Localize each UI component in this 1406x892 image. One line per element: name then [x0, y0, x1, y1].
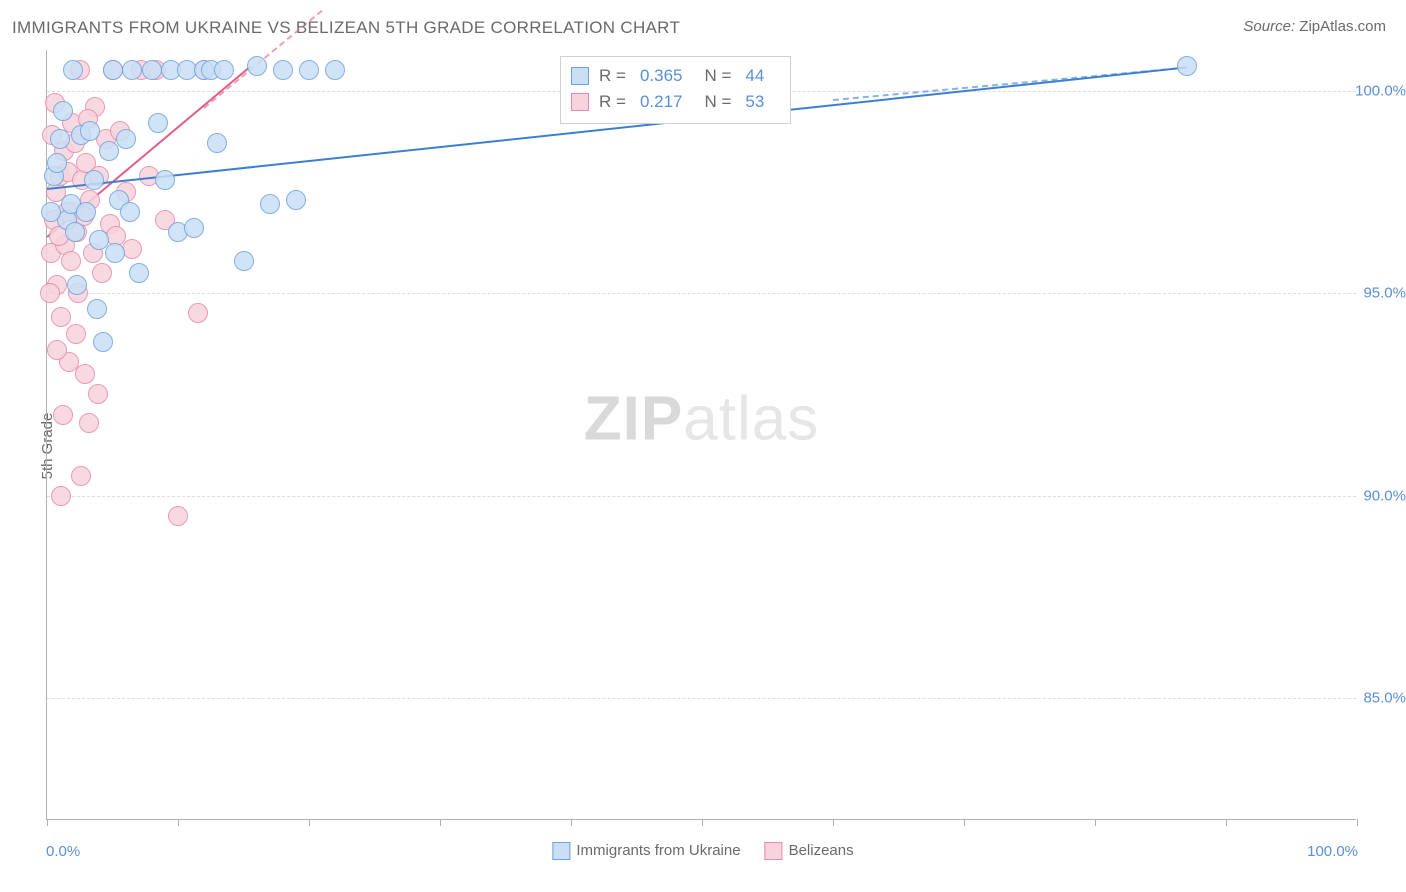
stat-r-value: 0.365	[640, 63, 683, 89]
x-tick	[47, 819, 48, 826]
data-point	[41, 202, 61, 222]
data-point	[105, 243, 125, 263]
y-tick-label: 95.0%	[1346, 285, 1406, 302]
trend-line	[833, 66, 1187, 100]
data-point	[63, 60, 83, 80]
data-point	[53, 101, 73, 121]
data-point	[116, 129, 136, 149]
data-point	[155, 170, 175, 190]
x-tick	[178, 819, 179, 826]
x-tick	[1226, 819, 1227, 826]
data-point	[273, 60, 293, 80]
data-point	[47, 153, 67, 173]
data-point	[99, 141, 119, 161]
y-tick-label: 100.0%	[1346, 82, 1406, 99]
x-tick	[1357, 819, 1358, 826]
chart-title: IMMIGRANTS FROM UKRAINE VS BELIZEAN 5TH …	[12, 18, 680, 38]
x-tick	[702, 819, 703, 826]
stat-n-label: N =	[704, 63, 731, 89]
data-point	[66, 324, 86, 344]
source-value: ZipAtlas.com	[1299, 18, 1386, 35]
data-point	[61, 251, 81, 271]
x-axis-origin-label: 0.0%	[46, 843, 80, 860]
gridline	[47, 293, 1356, 294]
data-point	[325, 60, 345, 80]
stat-row: R = 0.217 N = 53	[571, 89, 776, 115]
y-tick-label: 90.0%	[1346, 487, 1406, 504]
stat-r-label: R =	[599, 89, 626, 115]
data-point	[84, 170, 104, 190]
stat-row: R = 0.365 N = 44	[571, 63, 776, 89]
data-point	[184, 218, 204, 238]
data-point	[75, 364, 95, 384]
legend-label: Belizeans	[789, 842, 854, 859]
x-tick	[571, 819, 572, 826]
data-point	[120, 202, 140, 222]
x-tick	[833, 819, 834, 826]
x-tick	[440, 819, 441, 826]
correlation-stats-box: R = 0.365 N = 44 R = 0.217 N = 53	[560, 56, 791, 124]
stat-n-label: N =	[704, 89, 731, 115]
data-point	[92, 263, 112, 283]
stat-r-value: 0.217	[640, 89, 683, 115]
data-point	[148, 113, 168, 133]
data-point	[260, 194, 280, 214]
legend-label: Immigrants from Ukraine	[576, 842, 740, 859]
legend-item: Belizeans	[765, 842, 854, 860]
data-point	[87, 299, 107, 319]
data-point	[67, 275, 87, 295]
legend-item: Immigrants from Ukraine	[552, 842, 740, 860]
data-point	[103, 60, 123, 80]
watermark: ZIPatlas	[584, 384, 819, 455]
data-point	[88, 384, 108, 404]
data-point	[188, 303, 208, 323]
data-point	[80, 121, 100, 141]
legend-swatch	[765, 842, 783, 860]
x-tick	[309, 819, 310, 826]
data-point	[122, 239, 142, 259]
data-point	[168, 506, 188, 526]
stat-n-value: 44	[745, 63, 764, 89]
x-tick	[964, 819, 965, 826]
data-point	[299, 60, 319, 80]
source-label: Source:	[1243, 18, 1295, 35]
data-point	[247, 56, 267, 76]
data-point	[207, 133, 227, 153]
data-point	[76, 202, 96, 222]
data-point	[1177, 56, 1197, 76]
data-point	[93, 332, 113, 352]
data-point	[286, 190, 306, 210]
watermark-atlas: atlas	[683, 385, 819, 454]
stat-n-value: 53	[745, 89, 764, 115]
data-point	[65, 222, 85, 242]
source-attribution: Source: ZipAtlas.com	[1243, 18, 1386, 35]
legend: Immigrants from Ukraine Belizeans	[552, 842, 853, 860]
watermark-zip: ZIP	[584, 385, 683, 454]
stat-swatch	[571, 67, 589, 85]
data-point	[53, 405, 73, 425]
data-point	[71, 466, 91, 486]
scatter-plot-area: ZIPatlas 100.0%95.0%90.0%85.0%	[46, 50, 1356, 820]
y-tick-label: 85.0%	[1346, 690, 1406, 707]
legend-swatch	[552, 842, 570, 860]
data-point	[142, 60, 162, 80]
data-point	[40, 283, 60, 303]
data-point	[234, 251, 254, 271]
data-point	[129, 263, 149, 283]
data-point	[214, 60, 234, 80]
x-tick	[1095, 819, 1096, 826]
gridline	[47, 496, 1356, 497]
data-point	[51, 486, 71, 506]
stat-r-label: R =	[599, 63, 626, 89]
data-point	[51, 307, 71, 327]
data-point	[50, 129, 70, 149]
gridline	[47, 698, 1356, 699]
data-point	[47, 340, 67, 360]
data-point	[79, 413, 99, 433]
x-axis-max-label: 100.0%	[1307, 843, 1358, 860]
data-point	[122, 60, 142, 80]
stat-swatch	[571, 93, 589, 111]
